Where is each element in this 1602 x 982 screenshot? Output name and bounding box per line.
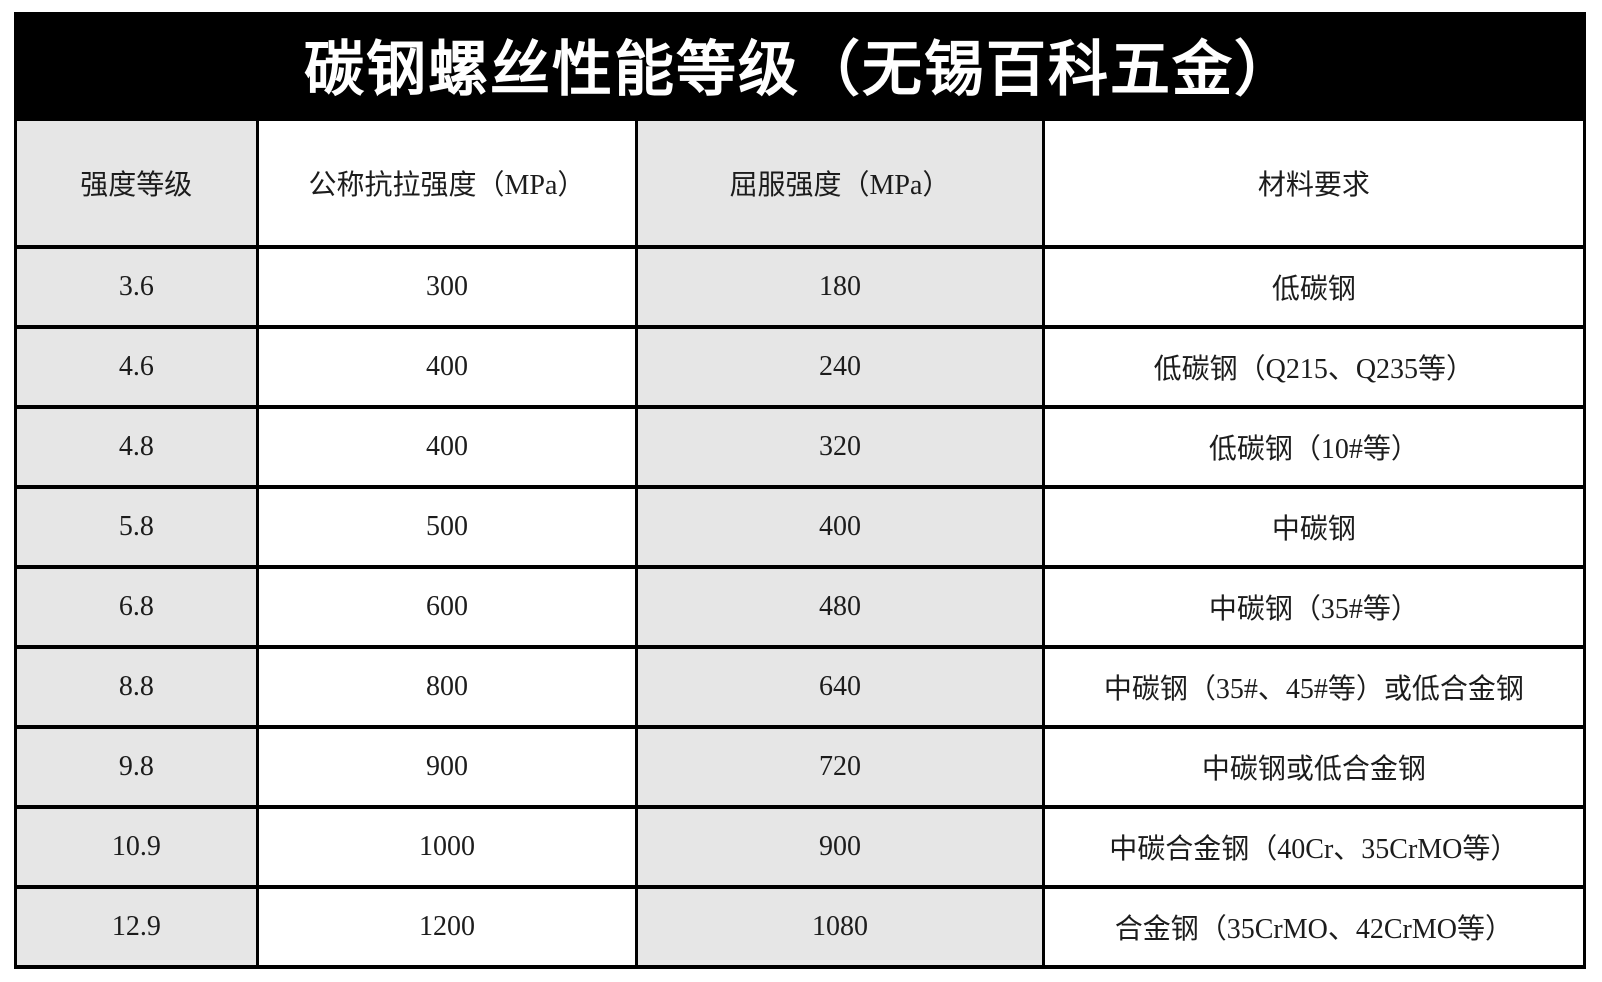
table-cell: 6.8 <box>14 565 259 649</box>
table-cell: 4.8 <box>14 405 259 489</box>
table-cell: 中碳钢 <box>1041 485 1587 569</box>
table-cell: 5.8 <box>14 485 259 569</box>
table-cell: 8.8 <box>14 645 259 729</box>
column-header-tensile-strength: 公称抗拉强度（MPa） <box>255 117 639 249</box>
table-cell: 1080 <box>635 885 1045 969</box>
table-row: 5.8 500 400 中碳钢 <box>14 485 1587 569</box>
table-row: 3.6 300 180 低碳钢 <box>14 245 1587 329</box>
spec-sheet: 碳钢螺丝性能等级（无锡百科五金） 强度等级 公称抗拉强度（MPa） 屈服强度（M… <box>14 12 1587 969</box>
table-cell: 900 <box>255 725 639 809</box>
table-body: 3.6 300 180 低碳钢 4.6 400 240 低碳钢（Q215、Q235等） 4.8 4… <box>14 245 1587 969</box>
table-cell: 400 <box>635 485 1045 569</box>
table-cell: 640 <box>635 645 1045 729</box>
table-cell: 9.8 <box>14 725 259 809</box>
table-cell: 低碳钢（Q215、Q235等） <box>1041 325 1587 409</box>
table-cell: 720 <box>635 725 1045 809</box>
table-cell: 12.9 <box>14 885 259 969</box>
column-header-yield-strength: 屈服强度（MPa） <box>635 117 1045 249</box>
table-header: 强度等级 公称抗拉强度（MPa） 屈服强度（MPa） 材料要求 <box>14 117 1587 249</box>
table-cell: 低碳钢 <box>1041 245 1587 329</box>
table-cell: 4.6 <box>14 325 259 409</box>
table-row: 4.8 400 320 低碳钢（10#等） <box>14 405 1587 489</box>
table-cell: 1000 <box>255 805 639 889</box>
table-row: 12.9 1200 1080 合金钢（35CrMO、42CrMO等） <box>14 885 1587 969</box>
table-cell: 480 <box>635 565 1045 649</box>
table-cell: 3.6 <box>14 245 259 329</box>
table-cell: 240 <box>635 325 1045 409</box>
table-cell: 180 <box>635 245 1045 329</box>
table-cell: 400 <box>255 325 639 409</box>
column-header-strength-grade: 强度等级 <box>14 117 259 249</box>
page-title: 碳钢螺丝性能等级（无锡百科五金） <box>304 37 1296 103</box>
table-cell: 中碳钢或低合金钢 <box>1041 725 1587 809</box>
table-row: 8.8 800 640 中碳钢（35#、45#等）或低合金钢 <box>14 645 1587 729</box>
table-row: 4.6 400 240 低碳钢（Q215、Q235等） <box>14 325 1587 409</box>
table-cell: 合金钢（35CrMO、42CrMO等） <box>1041 885 1587 969</box>
header-row: 强度等级 公称抗拉强度（MPa） 屈服强度（MPa） 材料要求 <box>14 117 1587 249</box>
table-cell: 1200 <box>255 885 639 969</box>
table-cell: 中碳合金钢（40Cr、35CrMO等） <box>1041 805 1587 889</box>
table-cell: 400 <box>255 405 639 489</box>
table-cell: 300 <box>255 245 639 329</box>
spec-table: 强度等级 公称抗拉强度（MPa） 屈服强度（MPa） 材料要求 3.6 300 18… <box>14 117 1587 969</box>
table-row: 10.9 1000 900 中碳合金钢（40Cr、35CrMO等） <box>14 805 1587 889</box>
table-cell: 500 <box>255 485 639 569</box>
table-cell: 中碳钢（35#等） <box>1041 565 1587 649</box>
table-cell: 320 <box>635 405 1045 489</box>
table-cell: 低碳钢（10#等） <box>1041 405 1587 489</box>
table-cell: 10.9 <box>14 805 259 889</box>
column-header-material-requirement: 材料要求 <box>1041 117 1587 249</box>
table-cell: 800 <box>255 645 639 729</box>
title-banner: 碳钢螺丝性能等级（无锡百科五金） <box>14 12 1586 117</box>
table-cell: 900 <box>635 805 1045 889</box>
table-row: 6.8 600 480 中碳钢（35#等） <box>14 565 1587 649</box>
table-row: 9.8 900 720 中碳钢或低合金钢 <box>14 725 1587 809</box>
table-cell: 600 <box>255 565 639 649</box>
table-cell: 中碳钢（35#、45#等）或低合金钢 <box>1041 645 1587 729</box>
